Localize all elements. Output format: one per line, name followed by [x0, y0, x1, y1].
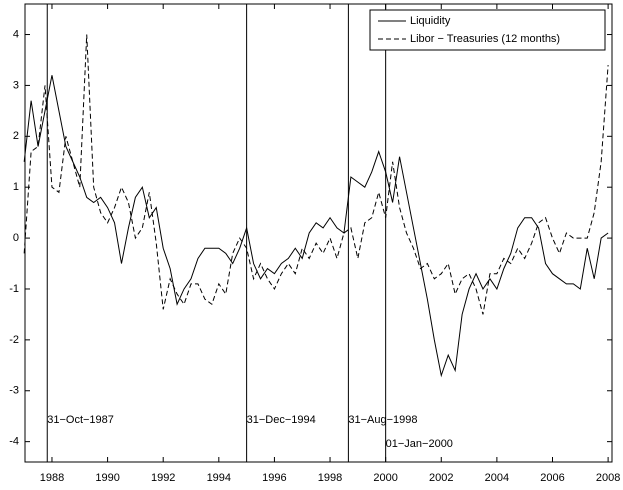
event-label: 31−Aug−1998 — [348, 414, 417, 426]
y-tick-label: -4 — [9, 436, 19, 448]
y-tick-label: 1 — [13, 181, 19, 193]
series-line — [23, 34, 609, 315]
event-label: 31−Oct−1987 — [47, 414, 114, 426]
x-tick-label: 2004 — [485, 472, 509, 484]
y-tick-label: -1 — [9, 283, 19, 295]
x-tick-label: 1998 — [318, 472, 342, 484]
x-tick-label: 2008 — [596, 472, 620, 484]
x-tick-label: 2000 — [373, 472, 397, 484]
y-tick-label: 2 — [13, 130, 19, 142]
y-tick-label: 3 — [13, 79, 19, 91]
x-tick-label: 1992 — [151, 472, 175, 484]
event-label: 31−Dec−1994 — [247, 414, 316, 426]
y-tick-label: -3 — [9, 385, 19, 397]
legend-box — [369, 9, 606, 51]
x-tick-label: 1994 — [207, 472, 231, 484]
y-tick-label: 4 — [13, 28, 19, 40]
x-tick-label: 1996 — [262, 472, 286, 484]
x-tick-label: 1990 — [95, 472, 119, 484]
legend-label: Libor − Treasuries (12 months) — [410, 33, 560, 45]
x-tick-label: 1988 — [40, 472, 64, 484]
x-tick-label: 2006 — [540, 472, 564, 484]
series-line — [23, 75, 609, 378]
y-tick-label: 0 — [13, 232, 19, 244]
plot-frame — [24, 3, 613, 463]
legend-label: Liquidity — [410, 15, 451, 27]
y-tick-label: -2 — [9, 334, 19, 346]
event-label: 01−Jan−2000 — [386, 438, 453, 450]
x-tick-label: 2002 — [429, 472, 453, 484]
